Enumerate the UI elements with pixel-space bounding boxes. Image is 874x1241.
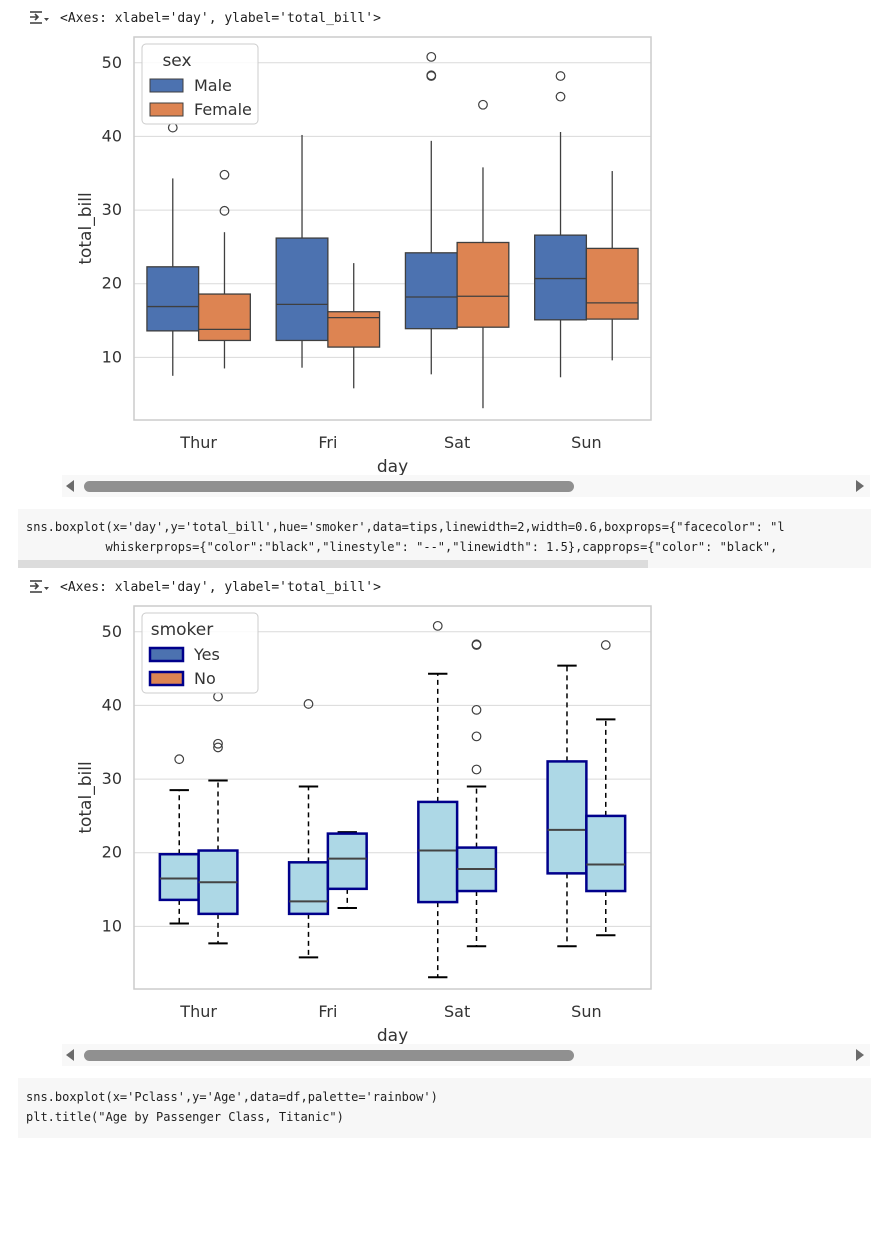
outlier-point [555, 71, 566, 81]
y-tick-label: 10 [102, 347, 122, 366]
box-yes [158, 852, 200, 902]
chart-2: 10 20 30 40 50 Thur Fri Sat Sun day total_bill smok… [70, 597, 670, 1047]
outlier-point [213, 742, 223, 753]
outlier-point [471, 640, 482, 650]
scroll-right-arrow-icon[interactable] [856, 1049, 864, 1061]
output-label: <Axes: xlabel='day', ylabel='total_bill'… [60, 579, 381, 595]
box-male [146, 266, 200, 332]
scroll-right-arrow-icon[interactable] [856, 480, 864, 492]
box-female [197, 293, 251, 342]
scroll-left-arrow-icon[interactable] [66, 480, 74, 492]
plot-frame [133, 36, 652, 421]
x-tick-label: Sun [571, 1002, 601, 1021]
code-line: plt.title("Age by Passenger Class, Titan… [26, 1110, 344, 1124]
output-toggle-icon[interactable] [28, 578, 50, 596]
box-male [534, 234, 588, 321]
output-header-1: <Axes: xlabel='day', ylabel='total_bill'… [28, 7, 381, 29]
x-tick-label: Sun [571, 433, 601, 452]
box-female [585, 247, 639, 320]
outlier-point [213, 738, 223, 749]
y-tick-label: 20 [102, 843, 122, 862]
plot-frame [133, 605, 652, 990]
outlier-point [555, 91, 566, 102]
x-tick-label: Thur [179, 1002, 217, 1021]
legend-label: Yes [193, 645, 220, 664]
scrollbar-thumb[interactable] [84, 1050, 574, 1061]
x-tick-label: Sat [444, 433, 470, 452]
legend-title: sex [162, 51, 191, 71]
x-tick-label: Sat [444, 1002, 470, 1021]
legend-swatch [149, 78, 184, 93]
output-toggle-icon[interactable] [28, 9, 50, 27]
legend-title: smoker [151, 620, 214, 640]
y-axis-label: total_bill [76, 192, 96, 264]
output-label: <Axes: xlabel='day', ylabel='total_bill'… [60, 10, 381, 26]
outlier-point [213, 691, 223, 702]
horizontal-scrollbar-1[interactable] [62, 475, 870, 497]
code-cell-3[interactable]: sns.boxplot(x='Pclass',y='Age',data=df,p… [18, 1078, 871, 1138]
outlier-point [303, 699, 314, 709]
legend-swatch [148, 670, 185, 687]
box-yes [546, 760, 588, 875]
box-yes [287, 861, 330, 916]
outlier-point [471, 704, 482, 715]
y-tick-label: 40 [102, 126, 122, 145]
box-no [326, 832, 368, 891]
box-female [456, 241, 510, 328]
code-cell-2[interactable]: sns.boxplot(x='day',y='total_bill',hue='… [18, 509, 871, 568]
box-male [275, 237, 329, 342]
box-male [404, 252, 458, 330]
outlier-point [478, 99, 488, 110]
x-axis-label: day [377, 1026, 408, 1046]
outlier-point [167, 122, 178, 133]
x-tick-label: Fri [318, 1002, 337, 1021]
legend-label: Male [194, 76, 232, 95]
outlier-point [432, 620, 443, 631]
legend-swatch [148, 646, 185, 663]
outlier-point [174, 754, 185, 765]
outlier-point [219, 169, 230, 180]
code-line: whiskerprops={"color":"black","linestyle… [26, 540, 778, 554]
y-tick-label: 20 [102, 274, 122, 293]
box-yes [417, 800, 459, 904]
y-tick-label: 50 [102, 622, 122, 641]
x-tick-label: Fri [318, 433, 337, 452]
chart-1: 10 20 30 40 50 Thur Fri Sat Sun day total_bill sex M… [70, 28, 670, 478]
y-tick-label: 50 [102, 53, 122, 72]
outlier-point [426, 51, 437, 62]
outlier-point [600, 640, 611, 650]
legend-label: Female [194, 100, 252, 119]
box-no [585, 814, 627, 893]
y-axis-label: total_bill [76, 761, 96, 833]
output-header-2: <Axes: xlabel='day', ylabel='total_bill'… [28, 576, 381, 598]
legend-label: No [194, 669, 216, 688]
x-axis-label: day [377, 457, 408, 477]
y-tick-label: 10 [102, 916, 122, 935]
code-line: sns.boxplot(x='day',y='total_bill',hue='… [26, 520, 785, 534]
boxplot-sex-chart: 10 20 30 40 50 Thur Fri Sat Sun day total_bill sexM… [76, 36, 652, 477]
outlier-point [471, 731, 482, 742]
code-scrollbar[interactable] [18, 560, 648, 568]
boxplot-smoker-chart: 10 20 30 40 50 Thur Fri Sat Sun day total_bill smok… [76, 605, 652, 1046]
outlier-point [426, 71, 437, 81]
y-tick-label: 40 [102, 695, 122, 714]
legend-swatch [149, 102, 184, 117]
code-line: sns.boxplot(x='Pclass',y='Age',data=df,p… [26, 1090, 438, 1104]
outlier-point [219, 205, 230, 216]
y-tick-label: 30 [102, 769, 122, 788]
y-tick-label: 30 [102, 200, 122, 219]
horizontal-scrollbar-2[interactable] [62, 1044, 870, 1066]
outlier-point [471, 764, 482, 775]
scrollbar-thumb[interactable] [84, 481, 574, 492]
x-tick-label: Thur [179, 433, 217, 452]
scroll-left-arrow-icon[interactable] [66, 1049, 74, 1061]
